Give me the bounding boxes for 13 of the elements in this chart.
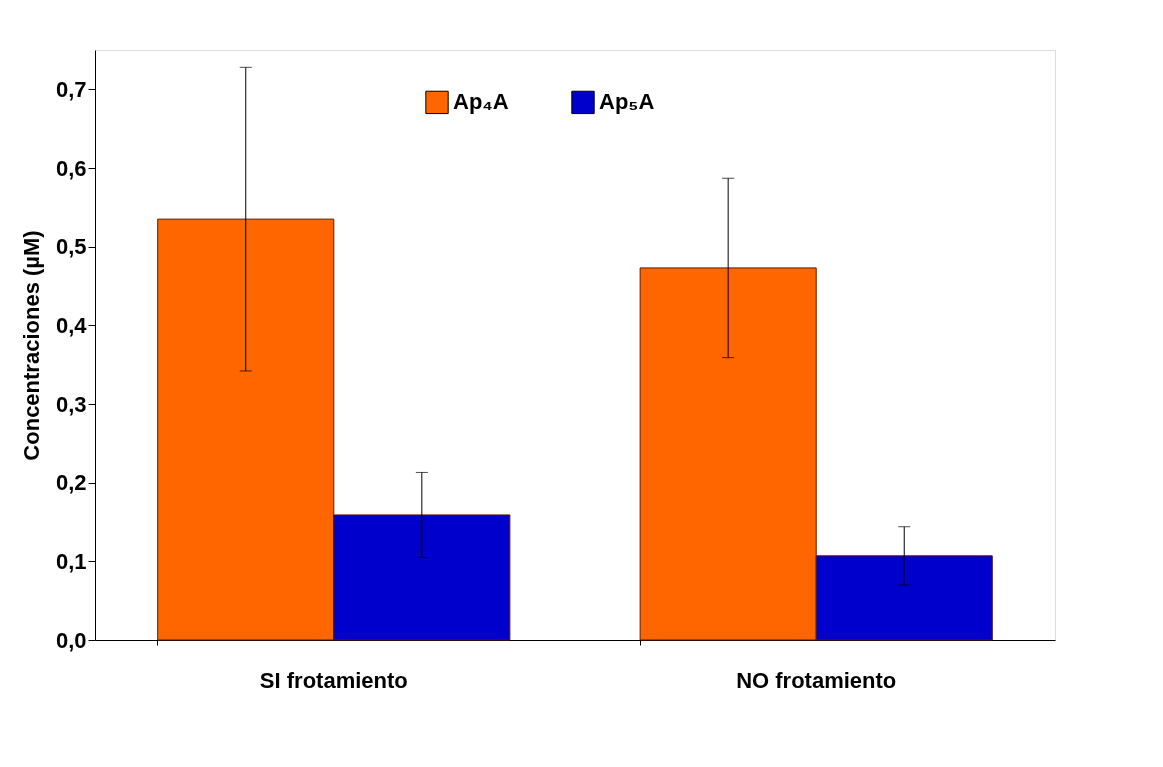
y-tick-label: 0,6 — [55, 155, 87, 181]
legend-label: Ap₄A — [453, 89, 509, 115]
y-tick-label: 0,4 — [55, 312, 88, 338]
legend-label: Ap₅A — [599, 89, 655, 115]
y-tick-label: 0,5 — [55, 234, 87, 260]
y-tick-label: 0,2 — [55, 470, 87, 496]
y-tick-label: 0,1 — [55, 548, 87, 574]
y-tick-label: 0,3 — [55, 391, 87, 417]
y-tick-label: 0,7 — [55, 76, 87, 102]
y-tick-label: 0,0 — [55, 627, 87, 653]
x-tick-label: NO frotamiento — [736, 667, 897, 693]
x-tick-label: SI frotamiento — [259, 667, 408, 693]
y-axis-title: Concentraciones (µM) — [18, 230, 44, 461]
